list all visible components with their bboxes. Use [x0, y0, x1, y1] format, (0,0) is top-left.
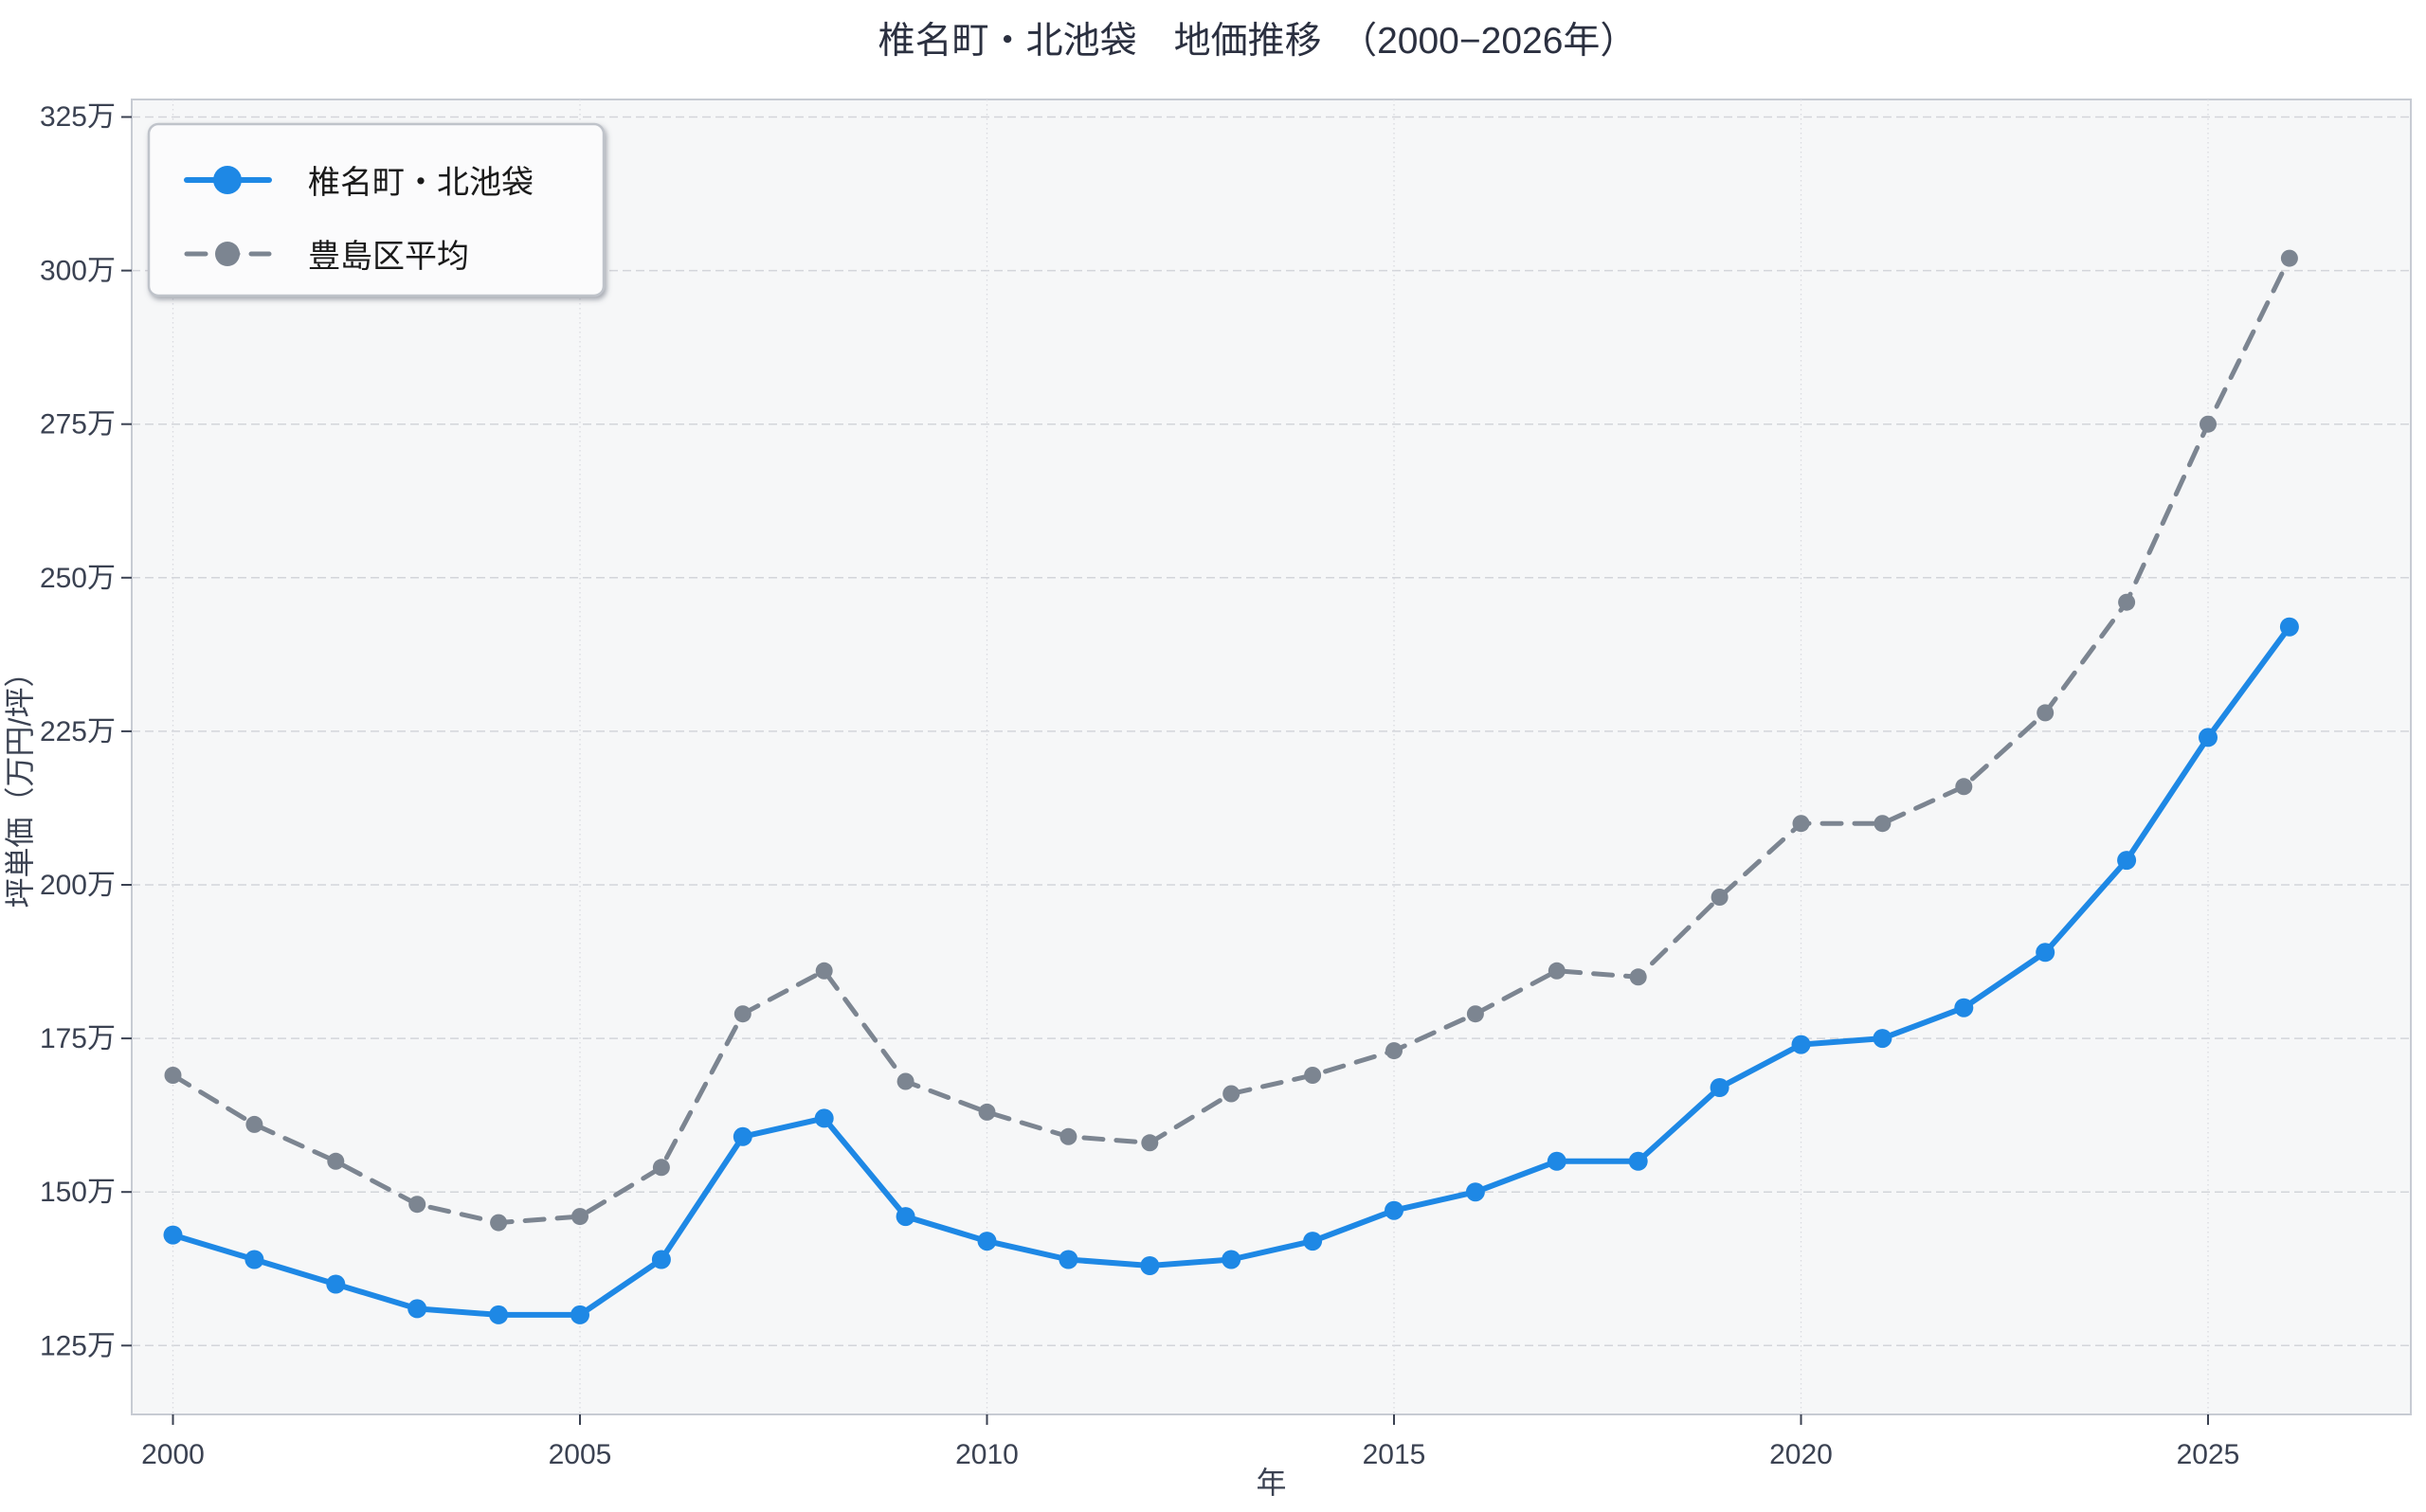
svg-text:175万: 175万 [40, 1023, 116, 1054]
svg-text:325万: 325万 [40, 101, 116, 133]
svg-text:坪単価（万円/坪）: 坪単価（万円/坪） [3, 657, 37, 909]
svg-text:275万: 275万 [40, 409, 116, 441]
svg-text:椎名町・北池袋: 椎名町・北池袋 [308, 165, 534, 201]
svg-text:200万: 200万 [40, 870, 116, 901]
svg-text:年: 年 [1256, 1466, 1286, 1500]
svg-text:225万: 225万 [40, 716, 116, 747]
svg-text:2010: 2010 [955, 1439, 1019, 1470]
svg-text:2000: 2000 [141, 1439, 205, 1470]
svg-text:2020: 2020 [1769, 1439, 1833, 1470]
svg-text:2015: 2015 [1363, 1439, 1426, 1470]
svg-text:150万: 150万 [40, 1177, 116, 1208]
svg-text:椎名町・北池袋 地価推移 （2000−2026年）: 椎名町・北池袋 地価推移 （2000−2026年） [878, 21, 1638, 62]
svg-text:2025: 2025 [2177, 1439, 2240, 1470]
svg-text:250万: 250万 [40, 563, 116, 594]
svg-text:300万: 300万 [40, 256, 116, 287]
svg-text:2005: 2005 [549, 1439, 612, 1470]
svg-text:豊島区平均: 豊島区平均 [308, 239, 469, 275]
svg-text:125万: 125万 [40, 1330, 116, 1361]
